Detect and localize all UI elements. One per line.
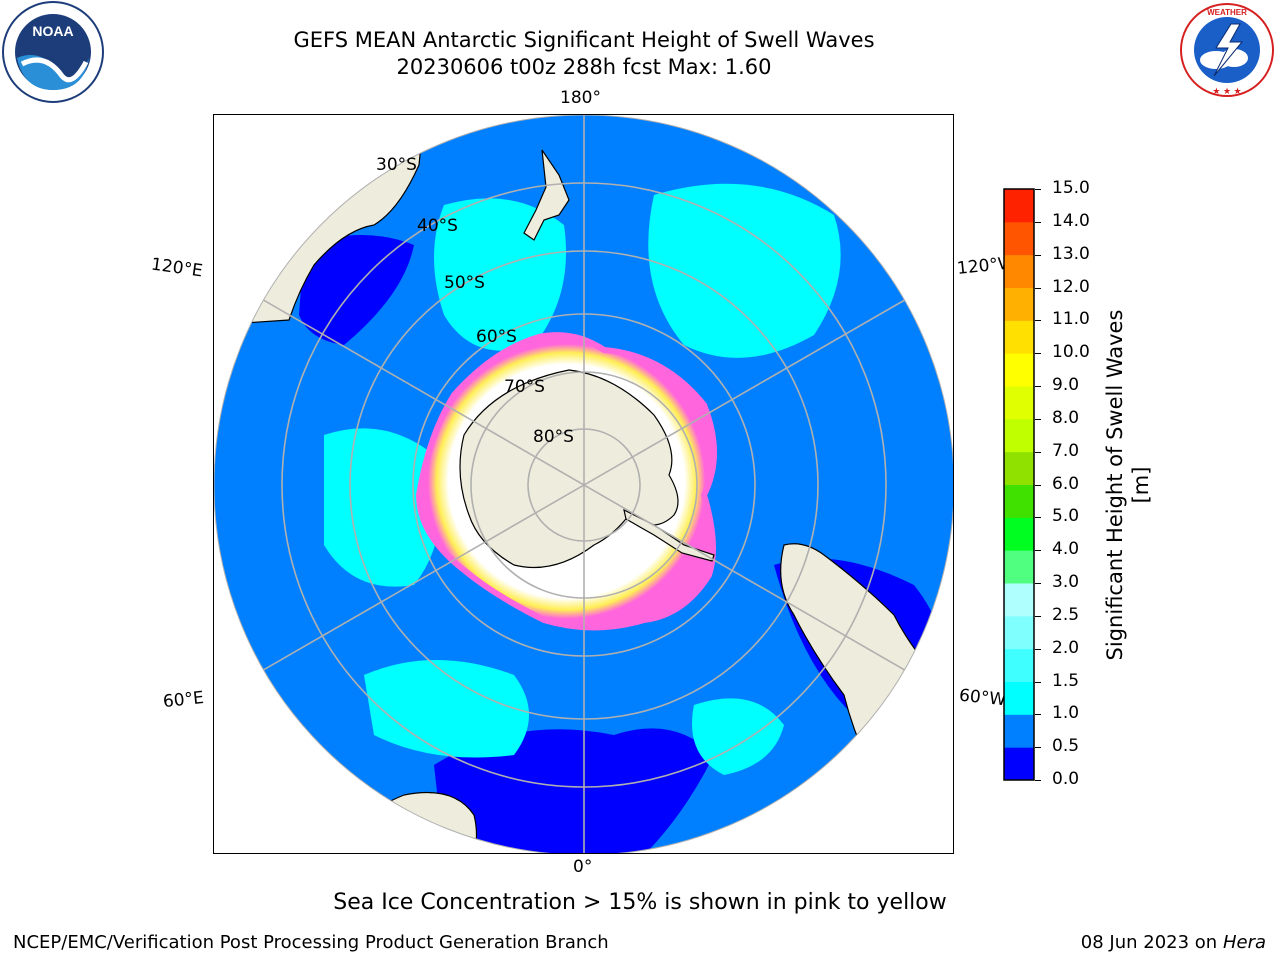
meridian-label-60e: 60°E <box>162 687 205 713</box>
low-swell-region-northwest <box>299 235 414 345</box>
credit-text: NCEP/EMC/Verification Post Processing Pr… <box>13 932 609 953</box>
latitude-labels: 30°S 40°S 50°S 60°S 70°S 80°S <box>376 155 574 447</box>
noaa-logo: NOAA <box>2 1 104 103</box>
colorbar-tick-label: 11.0 <box>1052 309 1090 330</box>
colorbar-segment <box>1004 747 1034 781</box>
polar-map: 30°S 40°S 50°S 60°S 70°S 80°S <box>213 114 954 854</box>
colorbar-tick-mark <box>1035 484 1041 486</box>
colorbar-tick-mark <box>1035 550 1041 552</box>
colorbar-segment <box>1004 320 1034 354</box>
new-zealand-landmass <box>523 149 570 241</box>
colorbar-tick-mark <box>1035 780 1041 781</box>
colorbar-tick-mark <box>1035 386 1041 387</box>
colorbar-tick-label: 12.0 <box>1052 276 1090 297</box>
meridian-label-0: 0° <box>573 857 593 877</box>
swell-region-southeast <box>692 698 784 775</box>
colorbar-tick-mark <box>1035 254 1041 256</box>
colorbar-tick-mark <box>1035 353 1041 355</box>
colorbar-tick-mark <box>1035 747 1041 749</box>
lat-label-80s: 80°S <box>533 427 574 447</box>
colorbar-segment <box>1004 221 1034 256</box>
lat-label-50s: 50°S <box>444 273 485 293</box>
machine-name: Hera <box>1222 932 1266 953</box>
longitude-gridlines <box>214 115 953 853</box>
colorbar-segment <box>1004 714 1034 748</box>
colorbar-segment <box>1004 353 1034 387</box>
colorbar-segment <box>1004 386 1034 420</box>
colorbar-tick-label: 1.5 <box>1052 670 1080 691</box>
swell-region-north <box>648 183 841 358</box>
nws-logo: WEATHER ★ ★ ★ <box>1180 3 1274 97</box>
colorbar-tick-mark <box>1035 714 1041 716</box>
colorbar-segment <box>1004 484 1034 518</box>
swell-region-southwest <box>364 660 529 758</box>
colorbar-tick-mark <box>1035 287 1041 289</box>
colorbar-tick-label: 13.0 <box>1052 243 1090 264</box>
colorbar <box>1003 188 1035 781</box>
colorbar-border <box>1003 188 1035 781</box>
sea-ice-note: Sea Ice Concentration > 15% is shown in … <box>333 890 947 915</box>
colorbar-tick-mark <box>1035 418 1041 420</box>
colorbar-segment <box>1004 287 1034 321</box>
svg-text:WEATHER: WEATHER <box>1207 8 1247 17</box>
colorbar-segment <box>1004 451 1034 485</box>
colorbar-tick-label: 0.5 <box>1052 736 1080 757</box>
colorbar-tick-label: 4.0 <box>1052 539 1080 560</box>
colorbar-tick-label: 2.5 <box>1052 604 1080 625</box>
colorbar-tick-mark <box>1035 615 1041 617</box>
chart-subtitle: 20230606 t00z 288h fcst Max: 1.60 <box>396 55 772 79</box>
colorbar-tick-label: 1.0 <box>1052 703 1080 724</box>
lat-label-60s: 60°S <box>476 327 517 347</box>
colorbar-segment <box>1004 254 1034 288</box>
polar-map-canvas: 30°S 40°S 50°S 60°S 70°S 80°S <box>214 115 953 853</box>
colorbar-label: Significant Height of Swell Waves [m] <box>1103 309 1153 661</box>
colorbar-tick-label: 10.0 <box>1052 342 1090 363</box>
colorbar-tick-label: 14.0 <box>1052 210 1090 231</box>
date-value: 08 Jun 2023 on <box>1080 932 1218 953</box>
lat-label-70s: 70°S <box>504 377 545 397</box>
meridian-label-60w: 60°W <box>958 685 1007 711</box>
colorbar-tick-mark <box>1035 583 1041 584</box>
noaa-wordmark: NOAA <box>32 23 73 39</box>
meridian-label-120e: 120°E <box>149 254 204 282</box>
colorbar-tick-label: 0.0 <box>1052 769 1080 789</box>
colorbar-tick-label: 15.0 <box>1052 178 1090 198</box>
colorbar-tick-label: 6.0 <box>1052 473 1080 494</box>
colorbar-tick-mark <box>1035 681 1041 683</box>
colorbar-tick-mark <box>1035 451 1041 453</box>
colorbar-tick-mark <box>1035 320 1041 322</box>
colorbar-tick-label: 5.0 <box>1052 506 1080 527</box>
lat-label-40s: 40°S <box>417 216 458 236</box>
colorbar-tick-mark <box>1035 221 1041 223</box>
colorbar-segment <box>1004 583 1034 617</box>
colorbar-tick-mark <box>1035 517 1041 519</box>
swell-region-west <box>324 428 441 587</box>
date-text: 08 Jun 2023 on Hera <box>1081 932 1266 953</box>
colorbar-tick-label: 7.0 <box>1052 440 1080 461</box>
colorbar-segment <box>1004 615 1034 650</box>
colorbar-tick-label: 3.0 <box>1052 572 1080 592</box>
colorbar-segment <box>1004 550 1034 584</box>
colorbar-segment <box>1004 189 1034 223</box>
colorbar-segment <box>1004 648 1034 682</box>
antarctica-landmass <box>459 369 679 568</box>
colorbar-segment <box>1004 517 1034 551</box>
colorbar-tick-label: 9.0 <box>1052 375 1080 395</box>
colorbar-tick-label: 8.0 <box>1052 407 1080 428</box>
colorbar-segment <box>1004 418 1034 453</box>
colorbar-tick-label: 2.0 <box>1052 637 1080 658</box>
colorbar-segment <box>1004 681 1034 715</box>
meridian-label-180: 180° <box>560 88 601 108</box>
svg-text:★ ★ ★: ★ ★ ★ <box>1212 86 1241 96</box>
colorbar-tick-mark <box>1035 648 1041 650</box>
lat-label-30s: 30°S <box>376 155 417 175</box>
chart-title: GEFS MEAN Antarctic Significant Height o… <box>293 28 875 52</box>
low-swell-region-south <box>434 728 714 853</box>
colorbar-tick-mark <box>1035 189 1041 190</box>
